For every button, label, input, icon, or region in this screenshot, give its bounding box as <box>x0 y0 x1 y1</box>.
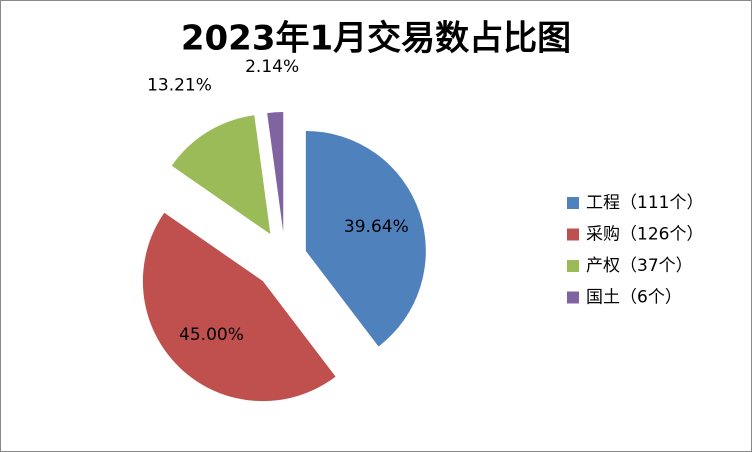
legend-swatch <box>567 228 579 241</box>
legend-swatch <box>567 291 579 304</box>
legend-label: 工程（111个） <box>586 193 703 213</box>
legend-label: 国土（6个） <box>586 288 682 308</box>
pie-slice <box>305 130 426 347</box>
legend-label: 产权（37个） <box>586 256 693 276</box>
chart-title: 2023年1月交易数占比图 <box>181 19 571 59</box>
pie-slice <box>142 212 336 402</box>
data-label: 39.64% <box>344 217 409 237</box>
legend-swatch <box>567 197 579 209</box>
data-label: 13.21% <box>147 76 212 96</box>
data-label: 2.14% <box>245 57 299 77</box>
data-label: 45.00% <box>179 325 244 345</box>
pie-slice <box>267 112 284 233</box>
legend-label: 采购（126个） <box>586 225 703 245</box>
pie-slice <box>171 115 271 235</box>
legend-swatch <box>567 260 579 272</box>
